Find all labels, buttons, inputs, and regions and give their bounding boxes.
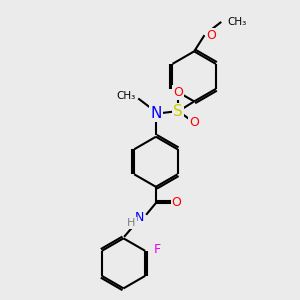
Text: O: O [206,29,216,42]
Text: CH₃: CH₃ [116,91,135,100]
Text: O: O [172,196,182,209]
Text: H: H [127,218,136,228]
Text: N: N [150,106,162,121]
Text: CH₃: CH₃ [227,17,246,27]
Text: O: O [189,116,199,128]
Text: S: S [173,104,183,119]
Text: O: O [173,86,183,99]
Text: N: N [135,211,144,224]
Text: F: F [154,243,161,256]
